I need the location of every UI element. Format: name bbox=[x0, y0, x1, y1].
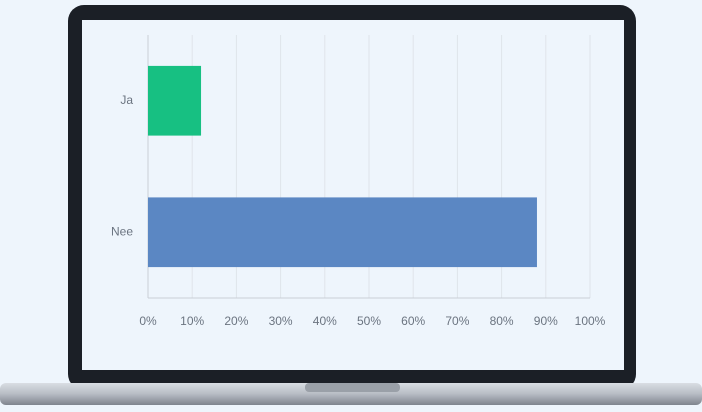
y-tick-label: Ja bbox=[120, 93, 133, 107]
bar bbox=[148, 65, 202, 136]
laptop-base bbox=[0, 383, 702, 405]
x-tick-label: 40% bbox=[313, 314, 337, 328]
x-tick-label: 50% bbox=[357, 314, 381, 328]
chart: 0% 10% 20% 30% 40% 50% 60% 70% 80% 90% 100% Ja Nee bbox=[111, 35, 606, 328]
x-tick-label: 10% bbox=[180, 314, 204, 328]
x-tick-label: 60% bbox=[401, 314, 425, 328]
laptop-notch bbox=[305, 383, 400, 392]
x-tick-label: 20% bbox=[224, 314, 248, 328]
x-tick-label: 30% bbox=[269, 314, 293, 328]
x-tick-label: 80% bbox=[490, 314, 514, 328]
y-tick-label: Nee bbox=[111, 224, 133, 238]
x-tick-label: 70% bbox=[445, 314, 469, 328]
x-tick-label: 90% bbox=[534, 314, 558, 328]
bar bbox=[148, 197, 537, 268]
x-tick-label: 0% bbox=[139, 314, 157, 328]
x-tick-label: 100% bbox=[575, 314, 606, 328]
